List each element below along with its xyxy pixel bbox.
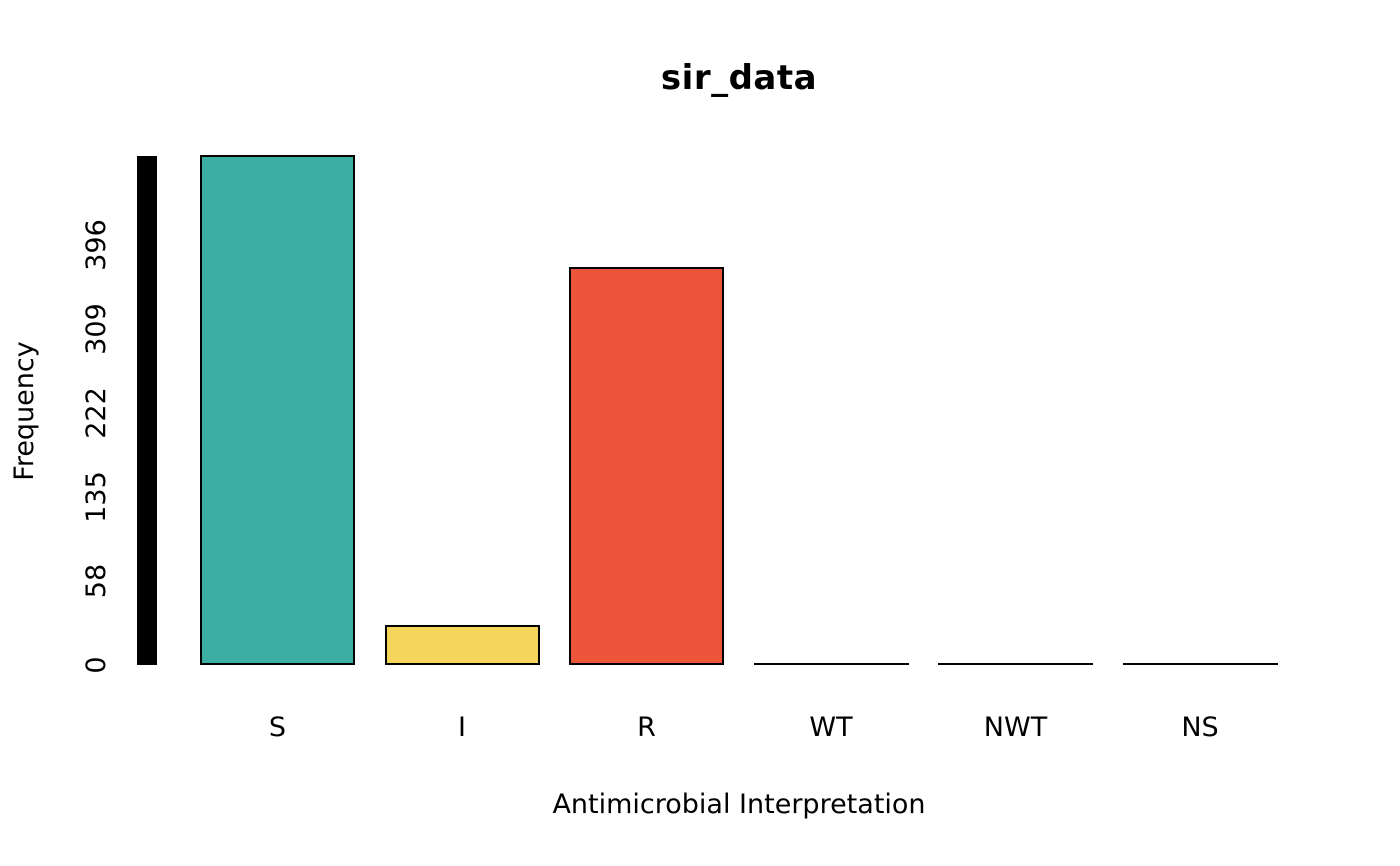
y-axis-thick-bar (137, 156, 157, 665)
bar-s (200, 155, 355, 665)
bar-nwt (938, 663, 1093, 665)
x-tick-label-s: S (268, 712, 287, 743)
x-tick-label-i: I (458, 712, 466, 743)
y-tick-label: 396 (81, 219, 112, 271)
chart-title: sir_data (660, 58, 818, 98)
bar-ns (1122, 663, 1278, 665)
x-tick-label-nwt: NWT (983, 712, 1048, 743)
y-tick-label: 135 (81, 471, 112, 523)
bar-r (569, 267, 724, 665)
y-tick-label: 0 (81, 656, 112, 674)
x-tick-label-r: R (637, 712, 656, 743)
y-tick-label: 309 (81, 303, 112, 355)
x-tick-label-ns: NS (1181, 712, 1219, 743)
bar-wt (753, 663, 909, 665)
x-axis-title: Antimicrobial Interpretation (552, 789, 926, 820)
y-axis-title: Frequency (9, 341, 40, 481)
y-tick-label: 222 (81, 387, 112, 439)
bar-i (384, 625, 540, 665)
x-tick-label-wt: WT (809, 712, 853, 743)
y-tick-label: 58 (81, 563, 112, 599)
